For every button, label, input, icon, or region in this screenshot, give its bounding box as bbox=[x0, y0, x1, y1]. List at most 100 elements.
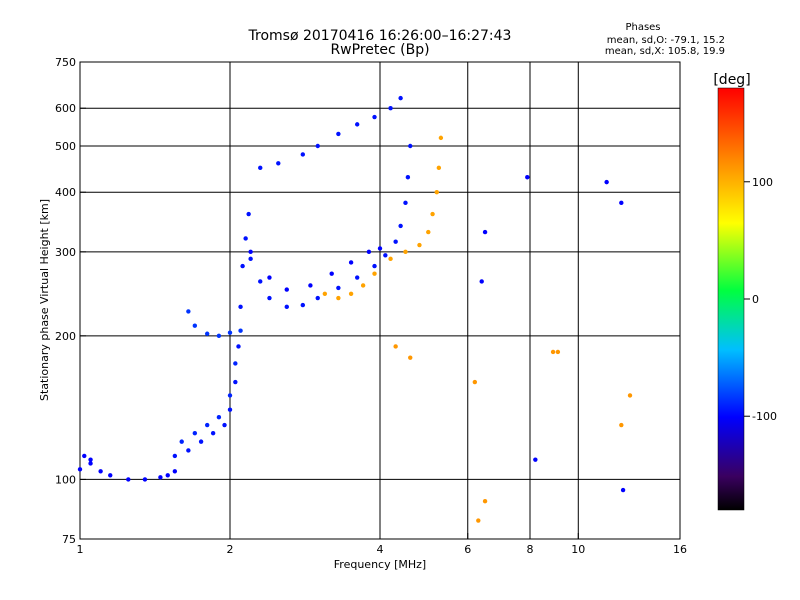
phases-x-stats: mean, sd,X: 105.8, 19.9 bbox=[605, 46, 725, 57]
data-point bbox=[619, 422, 624, 428]
data-point bbox=[619, 200, 624, 206]
data-point bbox=[267, 275, 272, 280]
data-point bbox=[388, 256, 393, 262]
data-point bbox=[360, 283, 366, 288]
data-point bbox=[372, 114, 377, 120]
data-point bbox=[172, 453, 178, 459]
data-point bbox=[248, 249, 253, 255]
data-point bbox=[354, 275, 360, 280]
data-point bbox=[198, 439, 204, 444]
data-point bbox=[348, 291, 354, 296]
data-point bbox=[398, 95, 403, 101]
y-tick-label: 75 bbox=[62, 533, 76, 546]
data-point bbox=[315, 295, 320, 301]
y-tick-label: 400 bbox=[55, 186, 76, 199]
data-point bbox=[393, 344, 398, 349]
data-point bbox=[417, 242, 422, 248]
data-point bbox=[315, 143, 320, 149]
data-point bbox=[216, 333, 222, 339]
data-point bbox=[258, 165, 263, 171]
data-point bbox=[348, 260, 354, 265]
y-tick-label: 300 bbox=[55, 246, 76, 259]
colorbar-tick-label: 0 bbox=[752, 293, 759, 306]
data-point bbox=[82, 453, 87, 459]
data-point bbox=[482, 499, 488, 504]
data-point bbox=[604, 179, 609, 185]
colorbar-label: [deg] bbox=[713, 72, 750, 88]
data-point bbox=[308, 283, 313, 288]
data-point bbox=[238, 304, 243, 310]
data-point bbox=[426, 229, 431, 235]
data-point bbox=[222, 422, 227, 428]
data-point bbox=[236, 344, 241, 349]
x-tick-label: 8 bbox=[527, 543, 534, 556]
y-tick-label: 100 bbox=[55, 473, 76, 486]
data-point bbox=[354, 122, 360, 127]
data-point bbox=[88, 461, 93, 466]
data-point bbox=[436, 165, 442, 171]
data-point bbox=[233, 361, 238, 366]
data-point bbox=[88, 457, 93, 462]
data-point bbox=[238, 328, 243, 333]
axis-ticks: 1 2 4 6 8 10 16 75 100 200 300 400 500 600 750 bbox=[55, 56, 687, 556]
data-point bbox=[476, 518, 481, 523]
data-point bbox=[126, 477, 131, 482]
data-point bbox=[555, 349, 561, 355]
colorbar bbox=[717, 87, 745, 511]
data-point bbox=[620, 487, 626, 493]
data-point bbox=[158, 475, 163, 480]
data-point bbox=[179, 439, 184, 444]
data-point bbox=[240, 263, 245, 269]
colorbar-tick-label: 100 bbox=[752, 176, 773, 189]
data-point bbox=[192, 430, 198, 436]
data-point bbox=[165, 473, 170, 478]
x-tick-label: 2 bbox=[227, 543, 234, 556]
data-point bbox=[336, 285, 341, 291]
data-point bbox=[243, 236, 248, 241]
data-point bbox=[393, 239, 398, 244]
data-point bbox=[233, 379, 238, 385]
data-point bbox=[472, 379, 478, 385]
chart-subtitle: RwPretec (Bp) bbox=[330, 42, 429, 58]
grid bbox=[80, 62, 680, 539]
x-tick-label: 6 bbox=[464, 543, 471, 556]
data-point bbox=[204, 331, 210, 336]
data-point bbox=[479, 279, 484, 284]
data-point bbox=[322, 291, 328, 296]
data-point bbox=[227, 330, 233, 335]
data-point bbox=[258, 279, 263, 284]
data-point bbox=[336, 295, 341, 301]
data-point bbox=[398, 223, 403, 229]
data-point bbox=[388, 106, 393, 111]
y-tick-label: 600 bbox=[55, 102, 76, 115]
data-point bbox=[533, 457, 538, 462]
data-point bbox=[329, 271, 334, 276]
data-point bbox=[284, 287, 289, 292]
x-tick-label: 10 bbox=[571, 543, 585, 556]
colorbar-tick-label: -100 bbox=[752, 410, 777, 423]
data-point bbox=[434, 190, 439, 195]
x-tick-label: 4 bbox=[377, 543, 384, 556]
data-point bbox=[482, 229, 488, 235]
data-point bbox=[172, 469, 178, 474]
data-point bbox=[366, 249, 372, 255]
y-tick-label: 750 bbox=[55, 56, 76, 69]
colorbar-ticks: 100 0 -100 bbox=[744, 176, 777, 423]
data-point bbox=[186, 448, 191, 453]
phases-o-stats: mean, sd,O: -79.1, 15.2 bbox=[607, 35, 725, 46]
chart-title: Tromsø 20170416 16:26:00–16:27:43 bbox=[248, 28, 512, 44]
data-point bbox=[216, 415, 222, 420]
data-point bbox=[248, 256, 253, 262]
data-point bbox=[108, 473, 113, 478]
x-axis-label: Frequency [MHz] bbox=[334, 558, 426, 571]
data-point bbox=[276, 161, 281, 166]
data-point bbox=[372, 271, 377, 276]
data-point bbox=[430, 211, 435, 217]
data-point bbox=[267, 295, 272, 301]
data-point bbox=[284, 304, 289, 310]
x-tick-label: 16 bbox=[673, 543, 687, 556]
data-point bbox=[377, 246, 383, 251]
data-point bbox=[383, 253, 388, 258]
data-point bbox=[227, 393, 233, 398]
